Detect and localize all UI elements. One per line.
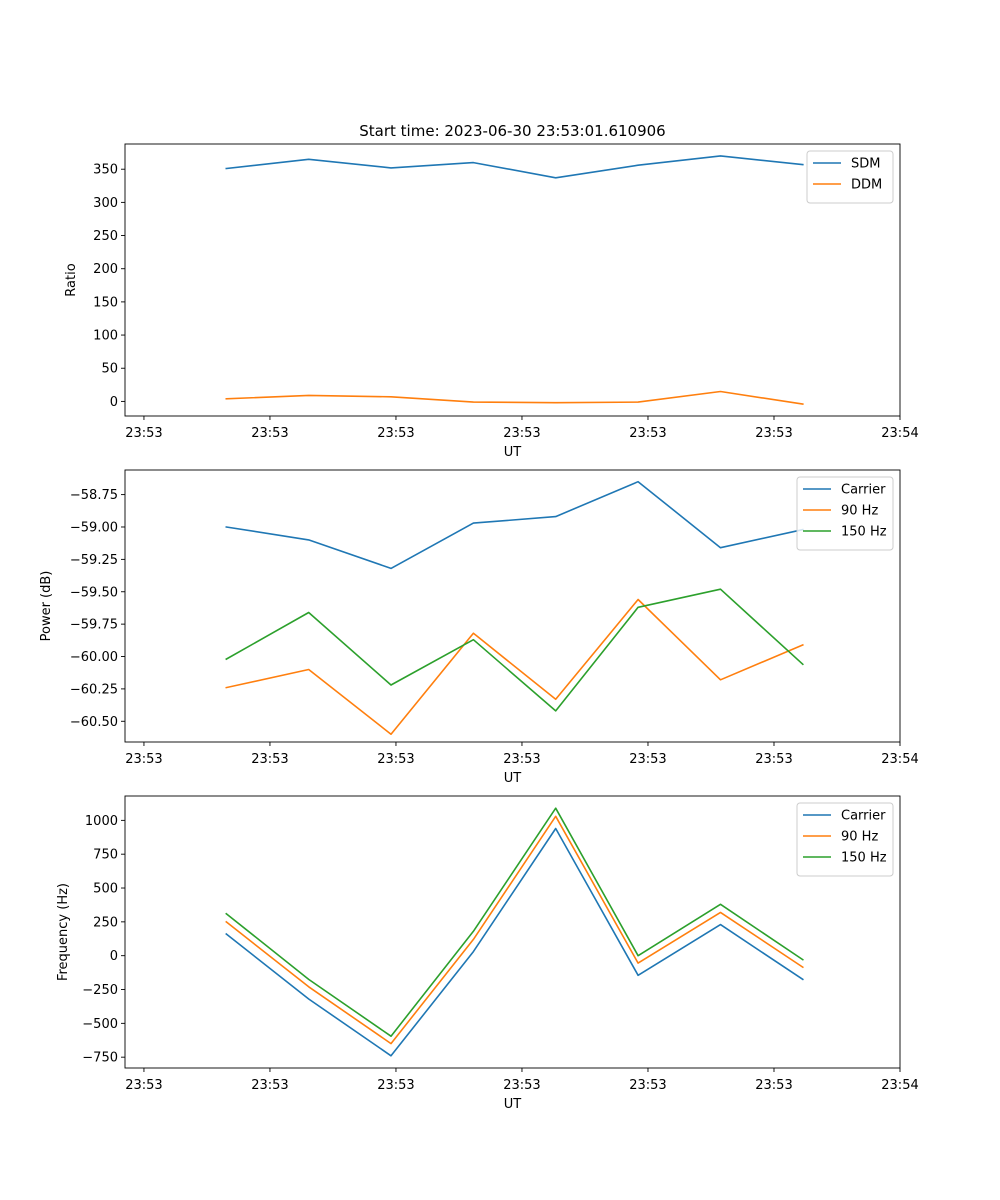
- axes-frame: [124, 795, 901, 1069]
- series-line-carrier: [225, 827, 804, 1057]
- x-tick-label: 23:53: [125, 426, 162, 441]
- y-tick-label: −59.75: [70, 618, 118, 633]
- y-tick-label: 200: [93, 262, 118, 277]
- y-tick-label: 500: [93, 882, 118, 897]
- x-tick-label: 23:54: [881, 426, 918, 441]
- series-line-ddm: [225, 390, 804, 406]
- x-tick-label: 23:53: [755, 752, 792, 767]
- y-tick-label: −500: [82, 1017, 118, 1032]
- x-tick-label: 23:53: [377, 426, 414, 441]
- y-tick-label: 100: [93, 329, 118, 344]
- x-tick-label: 23:54: [881, 1078, 918, 1093]
- y-tick-label: −59.50: [70, 585, 118, 600]
- x-tick-label: 23:53: [251, 426, 288, 441]
- y-tick-label: 0: [110, 395, 118, 410]
- plot-area: [125, 470, 900, 742]
- y-tick-label: −59.25: [70, 553, 118, 568]
- y-tick-label: −60.25: [70, 682, 118, 697]
- x-tick-label: 23:53: [755, 426, 792, 441]
- chart-panel-3: 23:53 23:53 23:53 23:53 23:53 23:53 23:54 −750 −…: [56, 795, 919, 1112]
- y-axis-label: Ratio: [64, 263, 79, 296]
- x-tick-label: 23:53: [251, 1078, 288, 1093]
- y-tick-label: −58.75: [70, 488, 118, 503]
- x-tick-label: 23:53: [503, 1078, 540, 1093]
- y-tick-label: 250: [93, 915, 118, 930]
- series-line-150-hz: [225, 807, 804, 1037]
- x-tick-label: 23:53: [125, 752, 162, 767]
- y-tick-label: −250: [82, 983, 118, 998]
- axes-frame: [124, 469, 901, 743]
- legend-label: 150 Hz: [841, 851, 887, 866]
- series-line-90-hz: [225, 598, 804, 736]
- y-tick-label: −60.50: [70, 715, 118, 730]
- y-tick-label: −60.00: [70, 650, 118, 665]
- y-tick-label: 50: [101, 362, 118, 377]
- legend-label: 90 Hz: [841, 830, 878, 845]
- x-axis-label: UT: [504, 445, 522, 460]
- chart-panel-1: 23:53 23:53 23:53 23:53 23:53 23:53 23:54 0 50 10…: [64, 122, 919, 460]
- x-tick-label: 23:53: [629, 426, 666, 441]
- x-tick-label: 23:53: [755, 1078, 792, 1093]
- x-tick-label: 23:53: [503, 426, 540, 441]
- legend-label: Carrier: [841, 809, 886, 824]
- legend: Carrier 90 Hz 150 Hz: [796, 802, 894, 877]
- y-tick-label: 250: [93, 229, 118, 244]
- legend: SDM DDM: [806, 150, 894, 204]
- legend-label: Carrier: [841, 483, 886, 498]
- y-tick-label: −750: [82, 1051, 118, 1066]
- y-tick-label: 750: [93, 848, 118, 863]
- axes-frame: [124, 143, 901, 417]
- x-tick-label: 23:53: [377, 752, 414, 767]
- legend-label: DDM: [851, 178, 882, 193]
- x-tick-label: 23:53: [629, 752, 666, 767]
- y-tick-label: 0: [110, 949, 118, 964]
- x-tick-label: 23:53: [629, 1078, 666, 1093]
- x-tick-label: 23:53: [503, 752, 540, 767]
- chart-panel-2: 23:53 23:53 23:53 23:53 23:53 23:53 23:54 −60.5…: [39, 469, 919, 786]
- x-axis-label: UT: [504, 771, 522, 786]
- series-line-sdm: [225, 155, 804, 179]
- y-tick-label: −59.00: [70, 520, 118, 535]
- series-line-150-hz: [225, 588, 804, 712]
- y-tick-label: 350: [93, 163, 118, 178]
- series-line-carrier: [225, 480, 804, 570]
- legend: Carrier 90 Hz 150 Hz: [796, 476, 894, 551]
- chart-title: Start time: 2023-06-30 23:53:01.610906: [359, 122, 665, 140]
- series-line-90-hz: [225, 815, 804, 1045]
- x-axis-label: UT: [504, 1097, 522, 1112]
- y-tick-label: 1000: [85, 814, 118, 829]
- x-tick-label: 23:54: [881, 752, 918, 767]
- x-tick-label: 23:53: [125, 1078, 162, 1093]
- y-axis-label: Frequency (Hz): [56, 883, 71, 981]
- legend-label: 90 Hz: [841, 504, 878, 519]
- legend-box: [806, 150, 894, 204]
- plot-area: [125, 144, 900, 416]
- x-tick-label: 23:53: [251, 752, 288, 767]
- legend-label: 150 Hz: [841, 525, 887, 540]
- legend-label: SDM: [851, 157, 880, 172]
- y-tick-label: 300: [93, 196, 118, 211]
- y-tick-label: 150: [93, 295, 118, 310]
- plot-area: [125, 796, 900, 1068]
- y-axis-label: Power (dB): [39, 571, 54, 642]
- x-tick-label: 23:53: [377, 1078, 414, 1093]
